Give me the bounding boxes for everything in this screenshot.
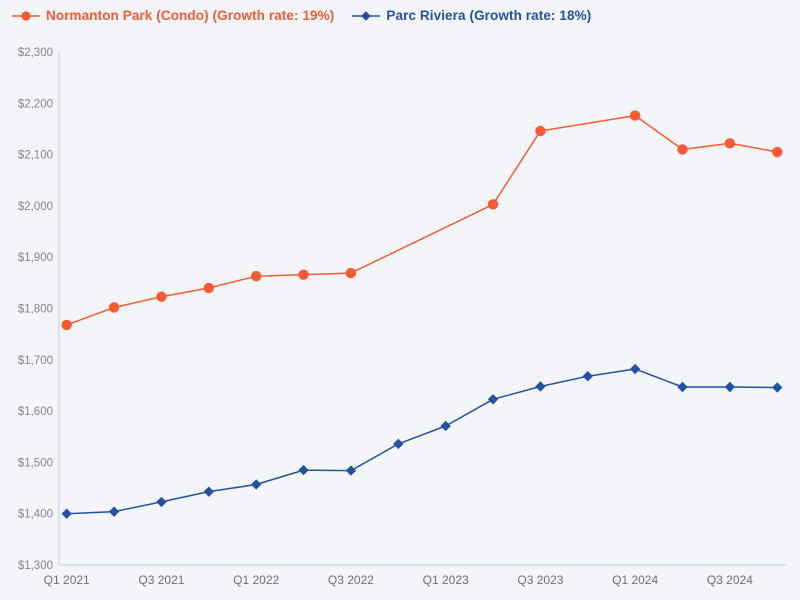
data-point-marker[interactable] [108, 506, 120, 517]
data-point-marker[interactable] [393, 438, 404, 450]
x-axis-tick-label: Q1 2022 [233, 573, 279, 587]
legend-label-parc-riviera: Parc Riviera (Growth rate: 18%) [386, 8, 592, 23]
data-point-marker[interactable] [156, 291, 167, 302]
x-axis-tick-label: Q3 2022 [328, 573, 374, 587]
data-point-marker[interactable] [250, 479, 262, 490]
data-point-marker[interactable] [772, 382, 783, 393]
data-point-marker[interactable] [535, 381, 546, 392]
diamond-series-marker-icon [352, 10, 381, 21]
x-axis-tick-label: Q3 2024 [707, 573, 753, 587]
data-point-marker[interactable] [724, 381, 736, 393]
legend-label-normanton-park: Normanton Park (Condo) (Growth rate: 19%… [46, 8, 335, 23]
data-point-marker[interactable] [724, 138, 736, 149]
data-point-marker[interactable] [345, 267, 357, 279]
data-point-marker[interactable] [156, 496, 167, 508]
y-axis-tick-label: $2,300 [18, 47, 53, 59]
y-axis-tick-label: $2,100 [18, 150, 53, 162]
y-axis-tick-label: $1,700 [18, 355, 53, 367]
x-axis-tick-label: Q3 2023 [517, 573, 563, 587]
y-axis-tick-label: $1,400 [18, 509, 53, 521]
data-point-marker[interactable] [487, 394, 499, 405]
y-axis-tick-label: $1,500 [18, 457, 53, 469]
series-line-parc-riviera [66, 368, 778, 515]
x-axis-tick-label: Q1 2024 [612, 573, 658, 587]
data-point-marker[interactable] [629, 110, 641, 121]
x-axis-tick-label: Q3 2021 [138, 573, 184, 587]
y-axis-tick-label: $2,000 [18, 201, 53, 213]
y-axis-tick-label: $1,600 [18, 406, 53, 418]
y-axis-tick-label: $2,200 [18, 98, 53, 110]
data-point-marker[interactable] [250, 270, 262, 282]
chart-legend: Normanton Park (Condo) (Growth rate: 19%… [12, 8, 591, 23]
data-point-marker[interactable] [298, 269, 309, 280]
data-point-marker[interactable] [487, 199, 499, 210]
data-point-marker[interactable] [345, 465, 357, 476]
data-point-marker[interactable] [440, 420, 451, 432]
circle-series-marker-icon [12, 10, 40, 21]
data-point-marker[interactable] [582, 371, 593, 382]
data-point-marker[interactable] [677, 144, 688, 155]
legend-item-parc-riviera[interactable]: Parc Riviera (Growth rate: 18%) [352, 8, 591, 23]
data-point-marker[interactable] [108, 302, 120, 313]
data-point-marker[interactable] [629, 363, 641, 375]
x-axis-tick-label: Q1 2023 [423, 573, 469, 587]
data-point-marker[interactable] [535, 125, 546, 137]
x-axis-tick-label: Q1 2021 [44, 573, 90, 587]
legend-item-normanton-park[interactable]: Normanton Park (Condo) (Growth rate: 19%… [12, 8, 334, 23]
data-point-marker[interactable] [298, 464, 309, 476]
data-point-marker[interactable] [203, 282, 215, 294]
y-axis-tick-label: $1,300 [18, 560, 53, 572]
data-point-marker[interactable] [772, 146, 783, 158]
data-point-marker[interactable] [61, 319, 72, 331]
data-point-marker[interactable] [203, 486, 215, 497]
y-axis-tick-label: $1,800 [18, 304, 53, 316]
data-point-marker[interactable] [61, 508, 72, 519]
data-point-marker[interactable] [677, 381, 688, 393]
y-axis-tick-label: $1,900 [18, 252, 53, 264]
series-line-normanton-park [66, 114, 778, 326]
